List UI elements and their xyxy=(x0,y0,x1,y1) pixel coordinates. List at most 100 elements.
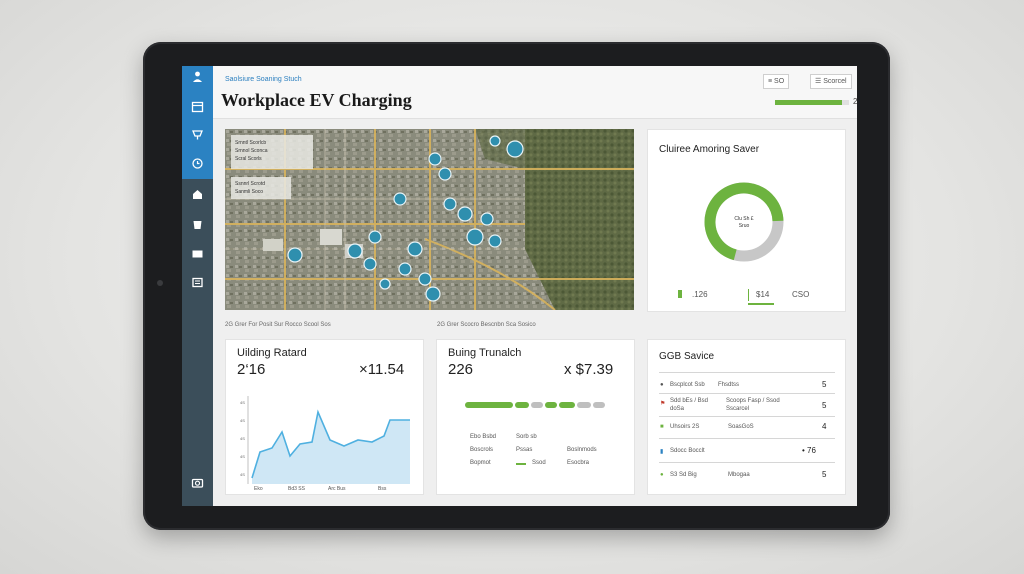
progress-bar xyxy=(775,100,849,105)
truck-stat-b2: Pssas xyxy=(516,447,533,453)
service-row-value: 5 xyxy=(822,380,827,389)
donut-value-2: $14 xyxy=(756,290,770,299)
segment xyxy=(593,402,605,408)
row-divider xyxy=(659,438,835,439)
map-label-3: Scral Scorls xyxy=(235,156,262,162)
service-row-label: Bscplcot Ssb xyxy=(670,382,705,388)
charger-icon[interactable] xyxy=(190,128,205,141)
truck-value-left: 226 xyxy=(448,361,474,378)
building-card-title: Uilding Ratard xyxy=(237,347,307,359)
segment xyxy=(515,402,529,408)
y-tick-label: 4S xyxy=(240,454,245,459)
charging-station-marker xyxy=(287,247,303,263)
grid-icon: ■ xyxy=(660,424,664,430)
camera-icon[interactable] xyxy=(190,476,205,489)
divider xyxy=(748,289,749,301)
truck-value-right: x $7.39 xyxy=(564,361,614,378)
stat-marker xyxy=(516,463,526,465)
truck-card: Buing Trunalch 226 x $7.39 Ebo Bsbd Sorb… xyxy=(436,339,635,495)
clock-icon[interactable] xyxy=(190,157,205,170)
charging-station-marker xyxy=(347,243,363,259)
user-icon[interactable] xyxy=(190,70,205,83)
donut-value-3: CSO xyxy=(792,290,810,299)
segment xyxy=(465,402,513,408)
service-row-value: 5 xyxy=(822,401,827,410)
building-card: Uilding Ratard 2‘16 ×11.54 4S 4S 4S 4S 4S Eko… xyxy=(225,339,424,495)
segment xyxy=(545,402,557,408)
cup-icon[interactable] xyxy=(190,218,205,231)
sidebar xyxy=(182,66,213,506)
service-row-label2: Scoops Fasp / Ssod Sscarcel xyxy=(726,398,780,412)
service-row-value: 5 xyxy=(822,470,827,479)
service-row-label2: Mbogaa xyxy=(728,472,750,478)
list-icon[interactable] xyxy=(190,276,205,289)
building-icon[interactable] xyxy=(190,188,205,201)
charging-station-marker xyxy=(457,206,473,222)
sidebar-active-section xyxy=(182,66,213,179)
map-label-2: Srnnol Sconca xyxy=(235,148,268,154)
charging-station-marker xyxy=(407,241,423,257)
service-row-label: S3 Sd Big xyxy=(670,472,697,478)
map-label-5: Sanmli Soco xyxy=(235,189,263,195)
charging-station-marker xyxy=(393,192,407,206)
segment xyxy=(531,402,543,408)
service-row-label: Sdocc Bocclt xyxy=(670,448,705,454)
map-label-1: Srnntl Scorlcb xyxy=(235,140,266,146)
card-icon[interactable] xyxy=(190,247,205,260)
savings-donut-chart: Clu Sh £ Sruo xyxy=(704,182,784,262)
row-divider xyxy=(659,393,835,394)
charging-station-marker xyxy=(489,135,501,147)
charging-station-marker xyxy=(425,286,441,302)
savings-donut-card: Cluiree Amoring Saver Clu Sh £ Sruo .126… xyxy=(647,129,846,312)
y-tick-label: 4S xyxy=(240,472,245,477)
calendar-icon[interactable] xyxy=(190,100,205,113)
camera-dot xyxy=(157,280,163,286)
service-row-value: 4 xyxy=(822,422,827,431)
flag-icon: ⚑ xyxy=(660,401,666,407)
battery-icon: ▮ xyxy=(660,449,664,455)
charging-station-marker xyxy=(368,230,382,244)
y-tick-label: 4S xyxy=(240,436,245,441)
truck-stat-c2: Boslnmods xyxy=(567,447,597,453)
truck-card-title: Buing Trunalch xyxy=(448,347,522,359)
segment-progress xyxy=(465,402,605,408)
charging-station-marker xyxy=(480,212,494,226)
donut-value-underline xyxy=(748,303,774,305)
x-tick-label: Eko xyxy=(254,486,263,490)
row-divider xyxy=(659,416,835,417)
charging-station-marker xyxy=(363,257,377,271)
x-tick-label: Bd3 SS xyxy=(288,486,306,490)
donut-value-1: .126 xyxy=(692,290,708,299)
map-image[interactable]: Srnntl Scorlcb Srnnol Sconca Scral Scorl… xyxy=(225,129,634,310)
service-row-label: Sdd bEs / Bsd doSa xyxy=(670,398,709,412)
plug-icon: ● xyxy=(660,382,664,388)
donut-center-line2: Sruo xyxy=(739,223,750,229)
tablet-frame: Saolsiure Soaning Stuch Workplace EV Cha… xyxy=(143,42,890,530)
progress-fill xyxy=(775,100,842,105)
row-divider xyxy=(659,372,835,373)
truck-stat-b3: Ssod xyxy=(532,460,546,466)
charging-station-marker xyxy=(506,140,524,158)
map-caption-right: 2G Grer Scocro Bescnbn Sca Sosico xyxy=(437,322,536,328)
map-label-4: Ssnnrl Scrotd xyxy=(235,181,265,187)
page-title: Workplace EV Charging xyxy=(221,90,412,110)
header-button-2[interactable]: ☰ Scorcel xyxy=(810,74,852,89)
service-row-label2: SoasGoS xyxy=(728,424,754,430)
header-button-1[interactable]: ≡ SO xyxy=(763,74,790,89)
truck-stat-a2: Boscrols xyxy=(470,447,494,453)
charging-station-marker xyxy=(398,262,412,276)
service-card-title: GGB Savice xyxy=(659,351,715,362)
service-row-label2: Fhsdtss xyxy=(718,382,740,388)
truck-stat-a1: Ebo Bsbd xyxy=(470,434,497,440)
row-divider xyxy=(659,462,835,463)
donut-card-title: Cluiree Amoring Saver xyxy=(659,144,760,155)
leaf-icon: ● xyxy=(660,472,664,478)
donut-center-line1: Clu Sh £ xyxy=(734,216,753,222)
map-caption-left: 2G Grer For Posit Sur Rocco Scool Sos xyxy=(225,322,331,328)
x-tick-label: Bss xyxy=(378,486,387,490)
truck-stat-a3: Bopmot xyxy=(470,460,491,466)
breadcrumb[interactable]: Saolsiure Soaning Stuch xyxy=(225,76,302,83)
charging-map[interactable]: Srnntl Scorlcb Srnnol Sconca Scral Scorl… xyxy=(225,129,634,310)
charging-station-marker xyxy=(488,234,502,248)
segment xyxy=(559,402,575,408)
